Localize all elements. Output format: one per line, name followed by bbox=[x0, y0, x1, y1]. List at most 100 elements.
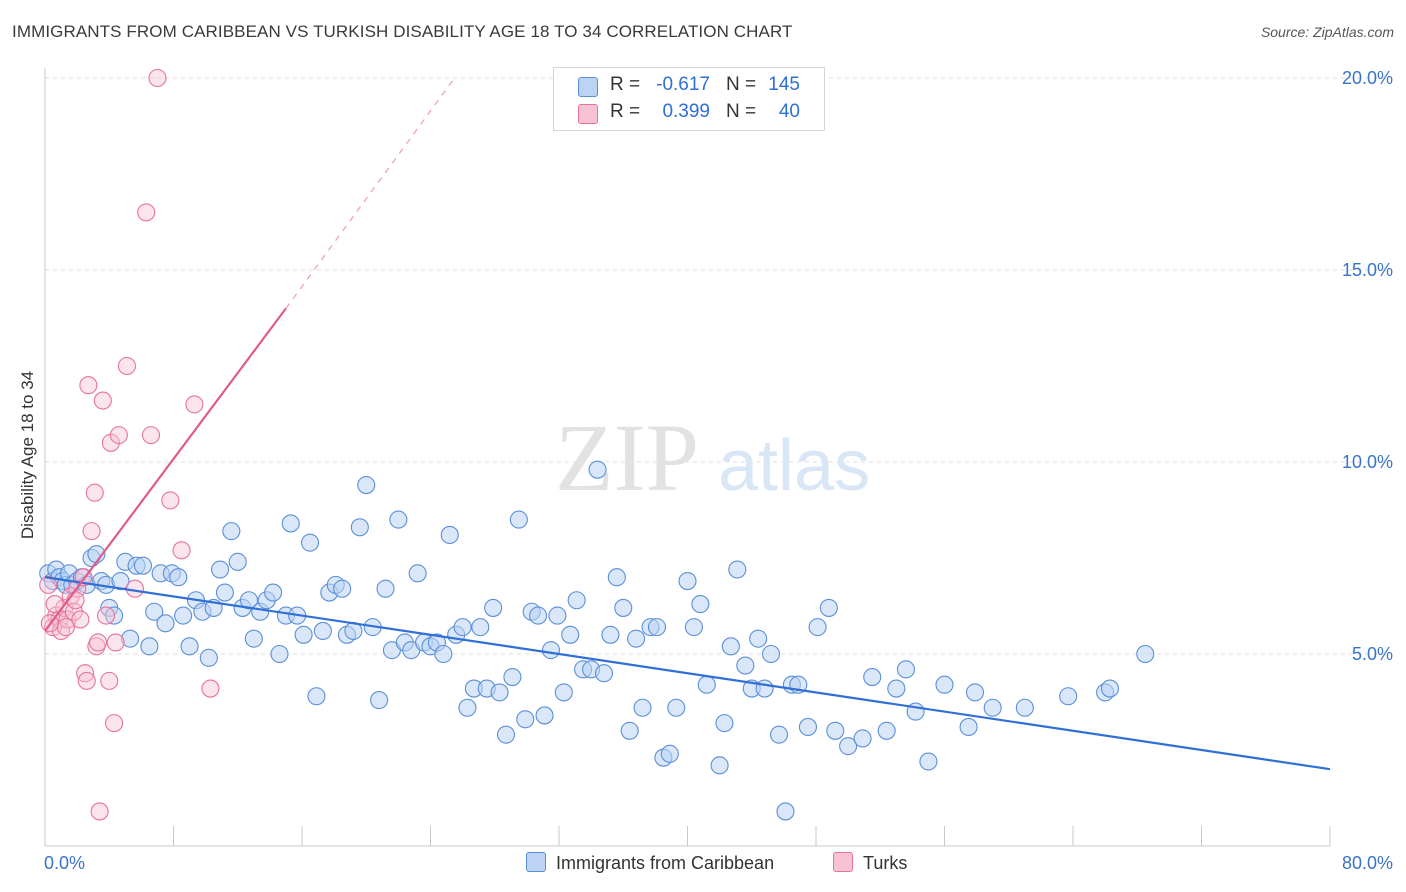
data-point-caribbean bbox=[174, 606, 193, 625]
data-point-turks bbox=[66, 591, 85, 610]
data-point-turks bbox=[71, 610, 90, 629]
data-point-caribbean bbox=[133, 556, 153, 575]
trend-line-turks bbox=[44, 307, 287, 632]
source-label: Source: ZipAtlas.com bbox=[1260, 24, 1394, 40]
data-point-caribbean bbox=[965, 683, 985, 702]
data-point-caribbean bbox=[307, 687, 326, 706]
data-point-caribbean bbox=[678, 571, 697, 591]
data-point-caribbean bbox=[721, 637, 740, 656]
data-point-caribbean bbox=[222, 522, 241, 541]
data-point-caribbean bbox=[490, 683, 509, 702]
data-point-caribbean bbox=[887, 679, 906, 698]
data-point-caribbean bbox=[554, 683, 573, 702]
data-point-caribbean bbox=[588, 460, 607, 479]
data-point-caribbean bbox=[376, 579, 395, 598]
y-tick-label: 20.0% bbox=[1342, 68, 1393, 88]
data-point-caribbean bbox=[548, 606, 567, 625]
data-point-turks bbox=[79, 376, 98, 395]
data-point-caribbean bbox=[484, 598, 503, 617]
data-point-caribbean bbox=[839, 737, 858, 756]
data-point-caribbean bbox=[826, 721, 845, 740]
data-point-turks bbox=[105, 714, 124, 733]
data-point-turks bbox=[185, 395, 204, 414]
data-point-turks bbox=[201, 679, 220, 698]
data-point-caribbean bbox=[471, 618, 490, 637]
data-point-caribbean bbox=[633, 698, 652, 717]
data-point-caribbean bbox=[215, 583, 234, 602]
data-point-caribbean bbox=[300, 533, 320, 552]
data-point-caribbean bbox=[697, 675, 716, 694]
data-point-caribbean bbox=[749, 629, 768, 648]
data-point-caribbean bbox=[728, 560, 747, 579]
data-point-caribbean bbox=[919, 752, 938, 771]
data-point-caribbean bbox=[1100, 679, 1119, 698]
data-point-caribbean bbox=[434, 644, 453, 664]
data-point-caribbean bbox=[541, 641, 561, 660]
data-point-turks bbox=[56, 618, 75, 637]
data-point-caribbean bbox=[121, 629, 140, 648]
data-point-turks bbox=[64, 602, 83, 621]
data-point-turks bbox=[58, 610, 77, 629]
data-point-caribbean bbox=[294, 625, 313, 644]
r-label: R = bbox=[610, 101, 641, 122]
y-tick-label: 5.0% bbox=[1352, 644, 1393, 664]
data-point-caribbean bbox=[440, 525, 459, 545]
data-point-turks bbox=[90, 802, 109, 821]
data-point-turks bbox=[106, 633, 125, 652]
legend-item-turks: Turks bbox=[833, 852, 907, 874]
stats-legend: R = -0.617 N = 145 R = 0.399 N = 40 bbox=[553, 67, 825, 131]
data-point-caribbean bbox=[607, 568, 626, 587]
data-point-caribbean bbox=[270, 644, 289, 664]
legend-item-caribbean: Immigrants from Caribbean bbox=[526, 852, 774, 874]
data-point-turks bbox=[76, 664, 95, 683]
data-point-caribbean bbox=[660, 744, 679, 763]
data-point-caribbean bbox=[770, 725, 789, 744]
data-point-caribbean bbox=[264, 583, 283, 602]
n-label: N = bbox=[726, 74, 757, 95]
chart-title: IMMIGRANTS FROM CARIBBEAN VS TURKISH DIS… bbox=[12, 22, 793, 41]
data-point-caribbean bbox=[684, 618, 703, 637]
data-point-turks bbox=[117, 356, 136, 376]
data-point-caribbean bbox=[156, 614, 175, 633]
trend-line-caribbean bbox=[44, 576, 1331, 771]
data-point-caribbean bbox=[601, 625, 620, 644]
data-point-caribbean bbox=[211, 560, 230, 579]
data-point-turks bbox=[39, 575, 58, 594]
data-point-turks bbox=[161, 491, 180, 510]
data-point-caribbean bbox=[140, 637, 159, 656]
watermark-atlas: atlas bbox=[718, 426, 870, 506]
data-point-caribbean bbox=[350, 518, 369, 537]
data-point-turks bbox=[100, 671, 119, 690]
data-point-caribbean bbox=[667, 698, 686, 717]
r-label: R = bbox=[610, 74, 641, 95]
data-point-caribbean bbox=[691, 595, 710, 614]
data-point-caribbean bbox=[370, 691, 389, 710]
data-point-caribbean bbox=[180, 637, 199, 656]
swatch-blue bbox=[578, 77, 598, 97]
data-point-caribbean bbox=[1015, 698, 1034, 717]
legend-label-caribbean: Immigrants from Caribbean bbox=[556, 853, 775, 873]
data-point-caribbean bbox=[819, 598, 838, 617]
data-point-caribbean bbox=[647, 618, 667, 637]
data-point-caribbean bbox=[516, 710, 535, 729]
data-point-caribbean bbox=[509, 510, 528, 529]
data-point-turks bbox=[45, 595, 64, 614]
x-tick-label: 80.0% bbox=[1342, 853, 1393, 873]
data-point-turks bbox=[93, 391, 112, 410]
trend-line-turks-extension bbox=[285, 77, 456, 309]
data-point-turks bbox=[172, 541, 191, 560]
data-point-caribbean bbox=[535, 706, 554, 725]
r-value: 0.399 bbox=[662, 101, 710, 122]
data-point-caribbean bbox=[529, 606, 548, 625]
data-point-turks bbox=[88, 633, 108, 652]
data-point-caribbean bbox=[877, 721, 896, 740]
data-point-caribbean bbox=[199, 648, 218, 667]
data-point-caribbean bbox=[755, 679, 774, 698]
data-point-caribbean bbox=[244, 629, 263, 648]
y-tick-label: 10.0% bbox=[1342, 452, 1393, 472]
data-point-caribbean bbox=[567, 591, 586, 610]
data-point-caribbean bbox=[736, 656, 755, 675]
x-tick-label: 0.0% bbox=[44, 853, 85, 873]
data-point-caribbean bbox=[228, 552, 247, 571]
data-point-caribbean bbox=[594, 664, 614, 683]
